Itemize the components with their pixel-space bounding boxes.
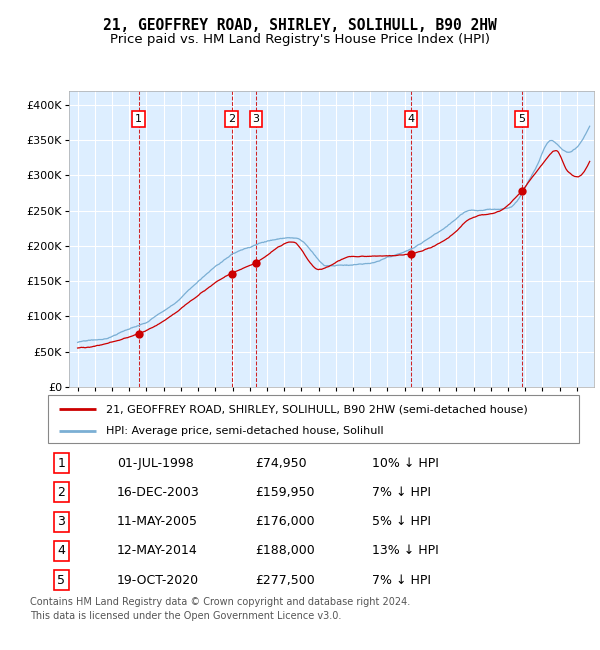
- Text: HPI: Average price, semi-detached house, Solihull: HPI: Average price, semi-detached house,…: [106, 426, 384, 436]
- Text: 19-OCT-2020: 19-OCT-2020: [117, 574, 199, 586]
- Text: 3: 3: [58, 515, 65, 528]
- Text: 10% ↓ HPI: 10% ↓ HPI: [372, 456, 439, 469]
- Text: 3: 3: [253, 114, 259, 124]
- Text: £74,950: £74,950: [255, 456, 307, 469]
- Text: 1: 1: [135, 114, 142, 124]
- Text: 11-MAY-2005: 11-MAY-2005: [117, 515, 198, 528]
- Text: 21, GEOFFREY ROAD, SHIRLEY, SOLIHULL, B90 2HW: 21, GEOFFREY ROAD, SHIRLEY, SOLIHULL, B9…: [103, 18, 497, 32]
- Text: 12-MAY-2014: 12-MAY-2014: [117, 545, 198, 558]
- Text: 1: 1: [58, 456, 65, 469]
- Text: This data is licensed under the Open Government Licence v3.0.: This data is licensed under the Open Gov…: [30, 611, 341, 621]
- Text: £277,500: £277,500: [255, 574, 315, 586]
- Text: £159,950: £159,950: [255, 486, 314, 499]
- Text: 16-DEC-2003: 16-DEC-2003: [117, 486, 200, 499]
- Text: 7% ↓ HPI: 7% ↓ HPI: [372, 574, 431, 586]
- Text: £176,000: £176,000: [255, 515, 315, 528]
- Text: 7% ↓ HPI: 7% ↓ HPI: [372, 486, 431, 499]
- Text: £188,000: £188,000: [255, 545, 315, 558]
- Text: 5: 5: [57, 574, 65, 586]
- Text: 5% ↓ HPI: 5% ↓ HPI: [372, 515, 431, 528]
- Text: Contains HM Land Registry data © Crown copyright and database right 2024.: Contains HM Land Registry data © Crown c…: [30, 597, 410, 606]
- Text: 4: 4: [58, 545, 65, 558]
- Text: 13% ↓ HPI: 13% ↓ HPI: [372, 545, 439, 558]
- Text: 5: 5: [518, 114, 525, 124]
- Text: 01-JUL-1998: 01-JUL-1998: [117, 456, 194, 469]
- Text: 2: 2: [228, 114, 235, 124]
- Text: 21, GEOFFREY ROAD, SHIRLEY, SOLIHULL, B90 2HW (semi-detached house): 21, GEOFFREY ROAD, SHIRLEY, SOLIHULL, B9…: [106, 404, 528, 414]
- Text: 4: 4: [407, 114, 415, 124]
- Text: Price paid vs. HM Land Registry's House Price Index (HPI): Price paid vs. HM Land Registry's House …: [110, 32, 490, 46]
- Text: 2: 2: [58, 486, 65, 499]
- FancyBboxPatch shape: [48, 395, 579, 443]
